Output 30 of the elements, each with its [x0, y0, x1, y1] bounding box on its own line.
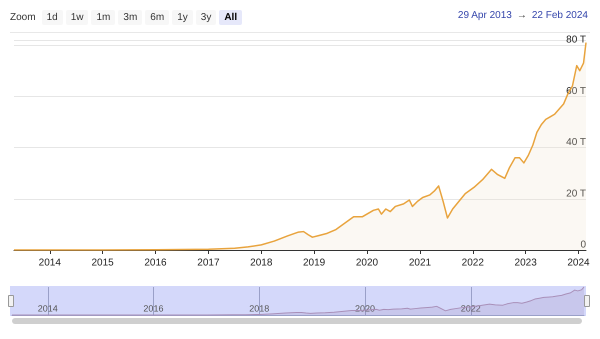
x-tick-label: 2023	[514, 258, 538, 268]
x-tick-label: 2016	[143, 304, 164, 314]
text: 6m	[145, 10, 170, 24]
x-tick-label: 2020	[356, 258, 379, 268]
y-tick-label: 0	[580, 240, 586, 250]
x-tick-label: 2019	[302, 258, 326, 268]
text: 29 Apr 2013	[458, 10, 512, 21]
x-tick-label: 2018	[250, 258, 273, 268]
x-tick-label: 2014	[38, 304, 58, 314]
text: →	[516, 10, 527, 21]
text: Zoom	[10, 12, 36, 22]
text: 1w	[66, 10, 88, 24]
text: 1m	[91, 10, 116, 24]
y-tick-label: 40 T	[566, 137, 586, 148]
x-tick-label: 2018	[249, 304, 270, 314]
y-tick-label: 80 T	[566, 34, 586, 46]
text: All	[219, 10, 242, 24]
x-tick-label: 2022	[462, 258, 484, 268]
text: 1d	[42, 10, 63, 24]
text: 3m	[118, 10, 142, 24]
text: 22 Feb 2024	[532, 10, 588, 21]
x-tick-label: 2015	[91, 258, 114, 268]
x-tick-label: 2014	[38, 258, 62, 268]
x-tick-label: 2024	[567, 258, 590, 268]
y-tick-label: 20 T	[566, 188, 586, 200]
text: 3y	[196, 10, 216, 24]
x-tick-label: 2021	[408, 258, 432, 268]
x-tick-label: 2016	[144, 258, 168, 268]
x-tick-label: 2017	[197, 258, 220, 268]
text: 1y	[172, 10, 193, 24]
